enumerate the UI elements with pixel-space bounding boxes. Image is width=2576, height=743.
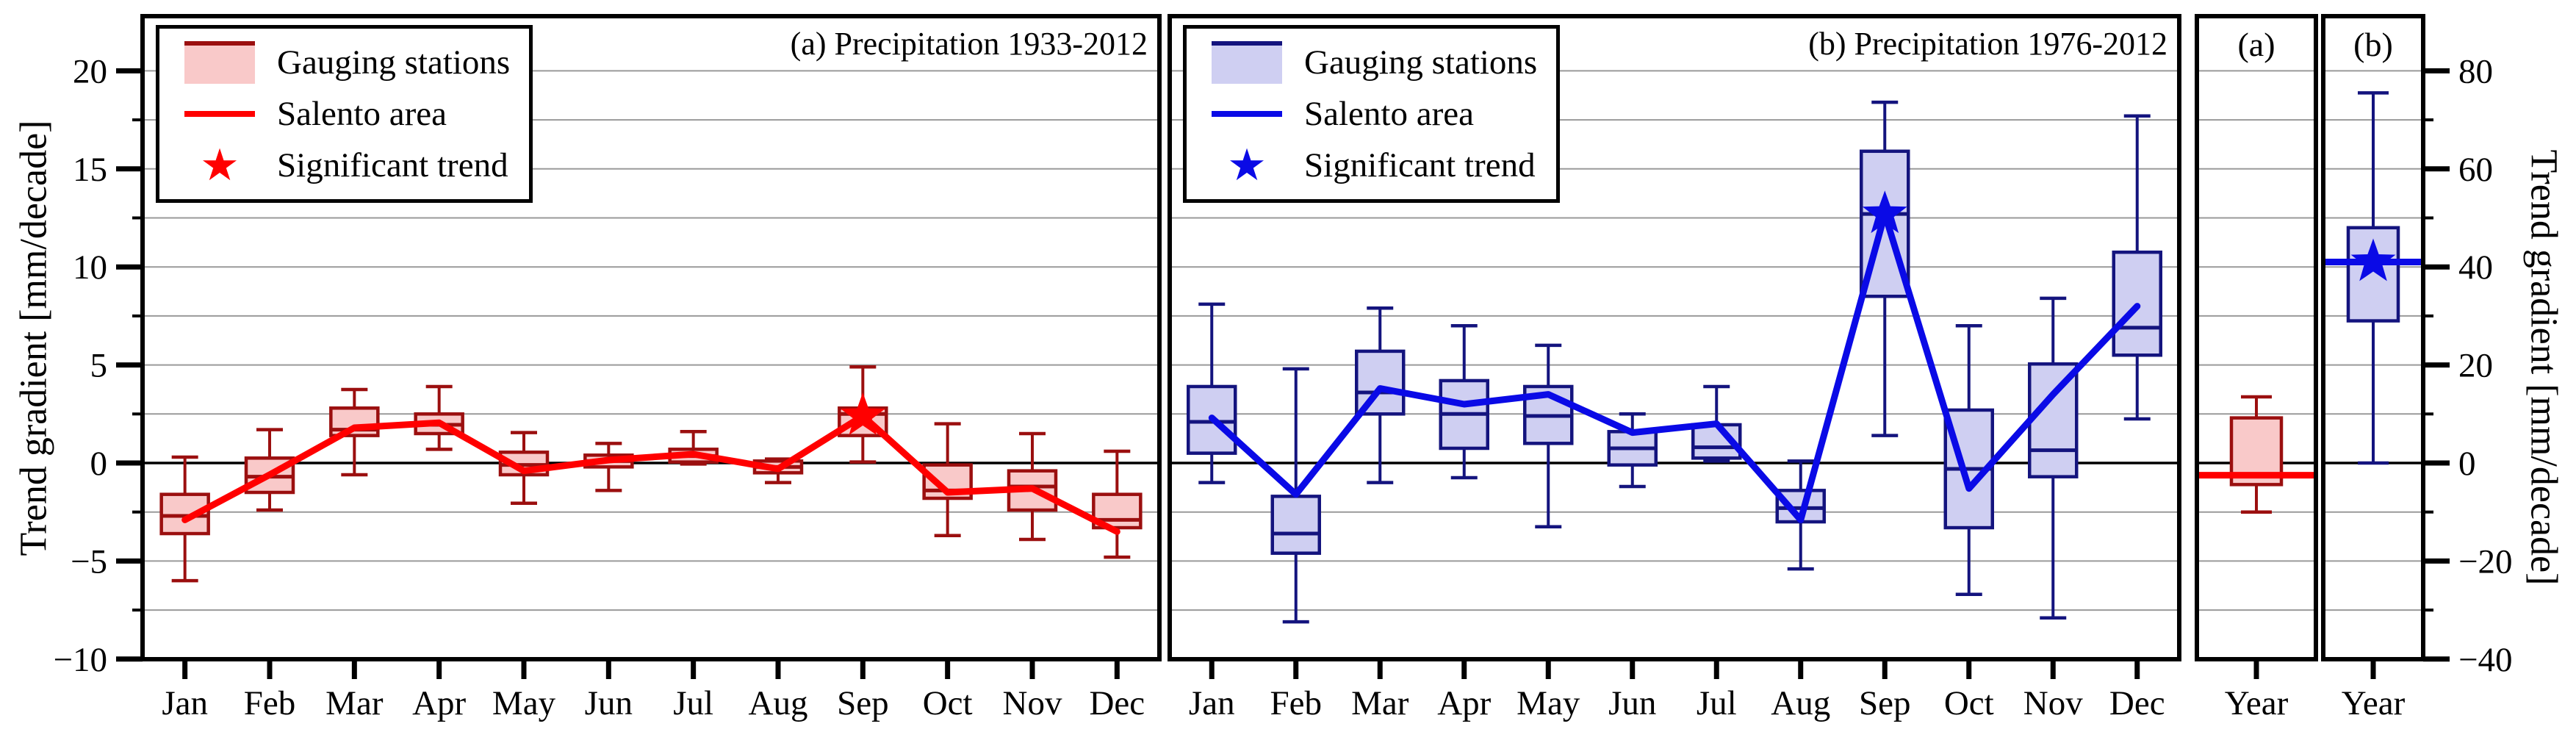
boxplot-monthly-a-Jun (583, 442, 634, 492)
left-axis-title: Trend gradient [mm/decade] (12, 120, 55, 556)
x-tick-label-Jan: Jan (1189, 684, 1235, 722)
legend-1976-2012: Gauging stations Salento area ★ Significant… (1183, 25, 1561, 203)
boxplot-monthly-b-Dec (2112, 114, 2162, 421)
legend-item-salento-area: Salento area (1200, 90, 1537, 137)
x-tick-label-Nov: Nov (1003, 684, 1062, 722)
x-tick-label-May: May (492, 684, 556, 722)
x-tick-label-Jan: Jan (162, 684, 208, 722)
boxplot-monthly-b-Oct (1943, 323, 1994, 597)
panel-border (2195, 14, 2318, 661)
x-tick-label-Oct: Oct (923, 684, 973, 722)
line-swatch-icon (173, 111, 267, 117)
gauging-stations-box-icon (1212, 41, 1282, 84)
left-axis-tick-label: 20 (73, 52, 107, 90)
salento-line-icon (184, 111, 255, 117)
line-swatch-icon (1200, 111, 1294, 117)
significant-trend-star-icon: ★ (1227, 140, 1267, 191)
boxplot-monthly-b-Mar (1355, 306, 1406, 484)
x-tick-label-Jun: Jun (585, 684, 633, 722)
legend-item-significant-trend: ★ Significant trend (173, 142, 510, 189)
boxplot-monthly-b-Jan (1187, 302, 1237, 484)
boxplot-monthly-a-Feb (244, 428, 295, 512)
legend-item-gauging-stations: Gauging stations (1200, 39, 1537, 86)
x-tick-label-Dec: Dec (2109, 684, 2165, 722)
legend-item-salento-area: Salento area (173, 90, 510, 137)
x-tick-label-Jun: Jun (1608, 684, 1656, 722)
left-axis-tick-label: 15 (73, 151, 107, 189)
right-axis-tick-label: 20 (2458, 347, 2493, 385)
legend-item-gauging-stations: Gauging stations (173, 39, 510, 86)
legend-label: Salento area (277, 95, 447, 133)
panel-border (1168, 14, 2181, 661)
right-axis-tick-label: −40 (2458, 641, 2513, 679)
x-tick-label-Jul: Jul (1697, 684, 1737, 722)
significant-trend-star-icon: ★ (200, 140, 240, 191)
right-axis-title: Trend gradient [mm/decade] (2522, 149, 2565, 586)
panel-label: (b) (2353, 26, 2393, 63)
x-tick-label-Feb: Feb (244, 684, 296, 722)
x-tick-label-Aug: Aug (749, 684, 808, 722)
x-tick-label-Jul: Jul (673, 684, 713, 722)
x-tick-label-Year: Year (2225, 684, 2289, 722)
x-tick-label-Sep: Sep (1859, 684, 1911, 722)
left-axis-tick-label: −5 (71, 542, 107, 581)
left-axis-tick-label: 5 (90, 347, 108, 385)
boxplot-monthly-b-Apr (1439, 323, 1489, 480)
x-tick-label-Feb: Feb (1270, 684, 1323, 722)
boxplot-monthly-b-Jun (1607, 412, 1658, 489)
x-tick-label-Mar: Mar (1351, 684, 1409, 722)
boxplot-monthly-a-Apr (414, 384, 464, 451)
legend-label: Significant trend (1304, 146, 1536, 184)
panel-label: (a) (2237, 26, 2275, 63)
box-swatch-icon (1200, 41, 1294, 84)
legend-label: Gauging stations (277, 43, 511, 82)
salento-line-icon (1212, 111, 1282, 117)
salento-area-trend-line (181, 412, 1120, 535)
x-tick-label-Mar: Mar (325, 684, 384, 722)
star-swatch-icon: ★ (173, 143, 267, 187)
boxplot-monthly-b-May (1523, 343, 1574, 528)
x-tick-label-Apr: Apr (1437, 684, 1491, 722)
boxplot-monthly-a-Dec (1092, 449, 1143, 559)
panel-title: (b) Precipitation 1976-2012 (1808, 26, 2167, 62)
x-tick-label-Oct: Oct (1944, 684, 1994, 722)
left-axis-tick-label: 0 (90, 445, 108, 483)
x-tick-label-Dec: Dec (1089, 684, 1145, 722)
x-tick-label-May: May (1517, 684, 1580, 722)
x-tick-label-Apr: Apr (412, 684, 466, 722)
x-tick-label-Aug: Aug (1771, 684, 1830, 722)
right-axis-tick-label: 80 (2458, 52, 2493, 90)
right-axis-tick-label: −20 (2458, 542, 2513, 581)
significant-trend-star (1862, 190, 1907, 234)
salento-area-trend-line (1208, 210, 2141, 523)
panel-title: (a) Precipitation 1933-2012 (791, 26, 1148, 62)
left-axis-tick-label: 10 (73, 248, 107, 287)
box-swatch-icon (173, 41, 267, 84)
right-axis-tick-label: 40 (2458, 248, 2493, 287)
boxplot-year-b-Year (2346, 91, 2400, 465)
x-tick-label-Nov: Nov (2023, 684, 2083, 722)
legend-label: Salento area (1304, 95, 1474, 133)
significant-trend-star (2350, 238, 2396, 281)
legend-item-significant-trend: ★ Significant trend (1200, 142, 1537, 189)
left-axis-tick-label: −10 (53, 641, 107, 679)
boxplot-monthly-b-Nov (2028, 296, 2079, 620)
x-tick-label-Sep: Sep (837, 684, 889, 722)
right-axis-tick-label: 60 (2458, 151, 2493, 189)
legend-1933-2012: Gauging stations Salento area ★ Significant… (156, 25, 533, 203)
boxplot-monthly-b-Jul (1691, 384, 1742, 463)
significant-trend-star (840, 392, 885, 435)
panel-border (140, 14, 1162, 661)
star-swatch-icon: ★ (1200, 143, 1294, 187)
legend-label: Significant trend (277, 146, 508, 184)
x-tick-label-Year: Year (2342, 684, 2406, 722)
legend-label: Gauging stations (1304, 43, 1538, 82)
boxplot-monthly-a-Jan (159, 455, 210, 583)
gauging-stations-box-icon (184, 41, 255, 84)
boxplot-monthly-b-Feb (1270, 367, 1321, 624)
right-axis-tick-label: 0 (2458, 445, 2476, 483)
